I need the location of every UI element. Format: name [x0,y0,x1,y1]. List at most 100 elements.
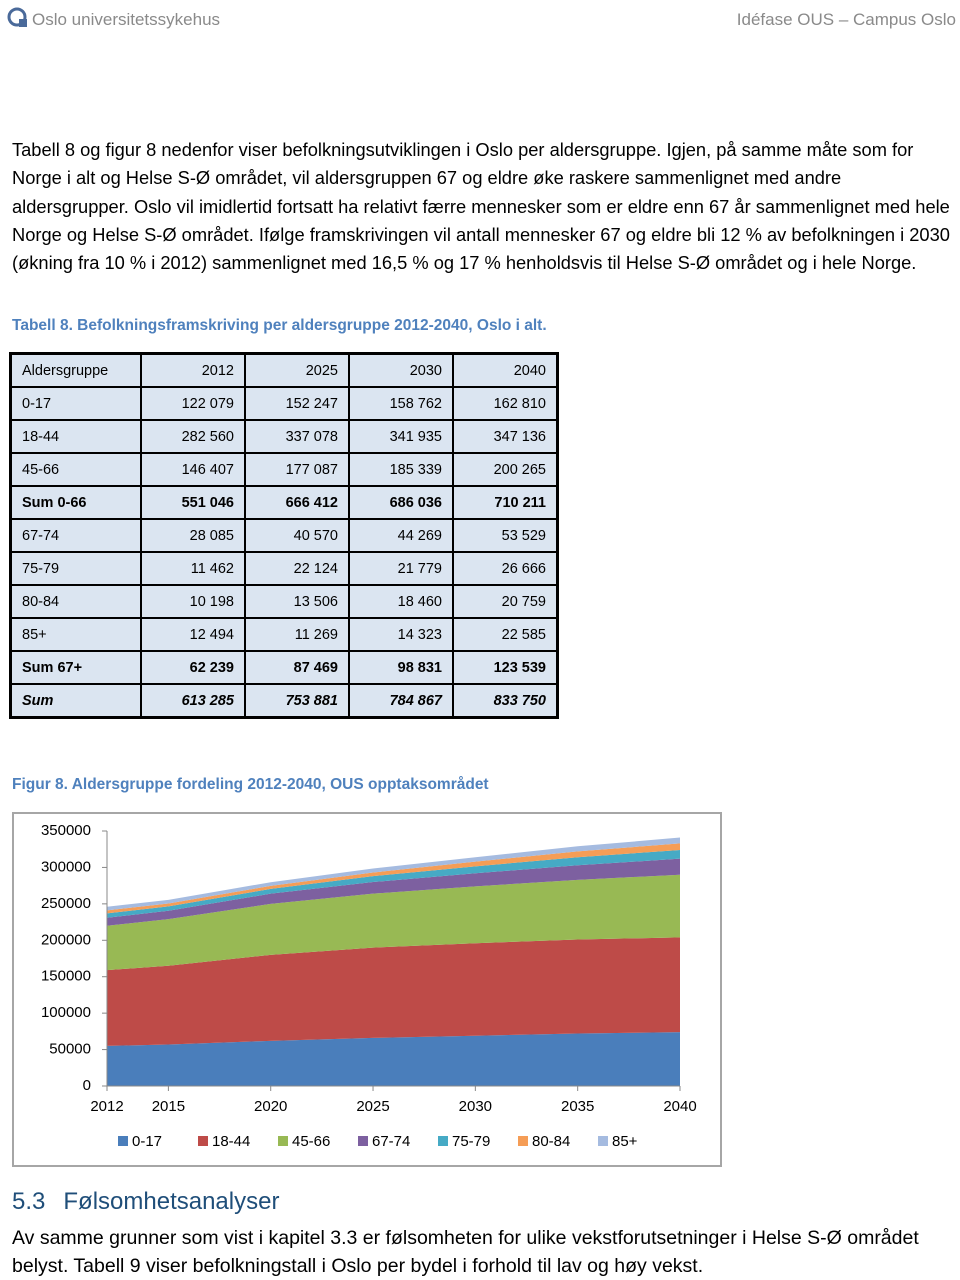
area [107,843,680,914]
section-title: Følsomhetsanalyser [63,1188,280,1215]
table-cell: 62 239 [140,650,246,685]
header-left: Oslo universitetssykehus [32,10,221,29]
y-tick-label: 350000 [41,822,91,839]
table-cell: 28 085 [140,518,246,553]
table-cell: 11 269 [244,617,350,652]
table-cell: 833 750 [452,683,559,719]
legend-swatch [278,1136,288,1146]
table-cell: 753 881 [244,683,350,719]
table-cell: 11 462 [140,551,246,586]
table-cell: 0-17 [9,386,142,421]
table-cell: 13 506 [244,584,350,619]
table-cell: 21 779 [348,551,454,586]
area [107,858,680,926]
table-cell: 26 666 [452,551,559,586]
table-cell: 162 810 [452,386,559,421]
table-row: 85+ 12 494 11 269 14 323 22 585 [9,617,559,652]
legend-label: 85+ [612,1133,638,1150]
legend-label: 0-17 [132,1133,162,1150]
legend-swatch [198,1136,208,1146]
table-cell: 2040 [452,352,559,388]
table-cell: 341 935 [348,419,454,454]
table-cell: 158 762 [348,386,454,421]
table-cell: 613 285 [140,683,246,719]
table-cell: 22 585 [452,617,559,652]
legend-label: 18-44 [212,1133,250,1150]
paragraph: Tabell 8 og figur 8 nedenfor viser befol… [12,139,950,274]
table-row: 0-17 122 079 152 247 158 762 162 810 [9,386,559,421]
table-cell: 122 079 [140,386,246,421]
table-cell: Sum 67+ [9,650,142,685]
header-right: Idéfase OUS – Campus Oslo [736,10,956,29]
table-cell: 14 323 [348,617,454,652]
y-tick-label: 100000 [41,1004,91,1021]
table-row: 67-74 28 085 40 570 44 269 53 529 [9,518,559,553]
y-tick-label: 0 [83,1077,91,1094]
table-cell: Sum 0-66 [9,485,142,520]
logo [7,7,27,27]
table-row: 45-66 146 407 177 087 185 339 200 265 [9,452,559,487]
y-tick-label: 150000 [41,968,91,985]
x-tick-label: 2040 [663,1098,696,1115]
y-tick-label: 50000 [49,1041,91,1058]
table-row: 80-84 10 198 13 506 18 460 20 759 [9,584,559,619]
table-cell: 85+ [9,617,142,652]
table-cell: 282 560 [140,419,246,454]
area [107,849,680,918]
table-cell: 686 036 [348,485,454,520]
table-row: Aldersgruppe 2012 2025 2030 2040 [9,352,559,388]
table-row: 18-44 282 560 337 078 341 935 347 136 [9,419,559,454]
table-cell: 347 136 [452,419,559,454]
table-cell: 2030 [348,352,454,388]
table-cell: 44 269 [348,518,454,553]
table-cell: 551 046 [140,485,246,520]
table-cell: 337 078 [244,419,350,454]
table-cell: 20 759 [452,584,559,619]
table-row: Sum 613 285 753 881 784 867 833 750 [9,683,559,719]
table-cell: 45-66 [9,452,142,487]
table-cell: 18-44 [9,419,142,454]
table-cell: 2025 [244,352,350,388]
table-cell: 2012 [140,352,246,388]
section-heading: 5.3 Følsomhetsanalyser [12,1188,279,1216]
table-cell: 146 407 [140,452,246,487]
y-tick-label: 200000 [41,931,91,948]
x-tick-label: 2025 [356,1098,389,1115]
table-cell: 40 570 [244,518,350,553]
table-cell: 123 539 [452,650,559,685]
y-tick-label: 300000 [41,858,91,875]
chart-frame: 0 50000 100000 150000 200000 250000 300000 3500… [12,812,722,1167]
table-cell: 666 412 [244,485,350,520]
table-cell: 177 087 [244,452,350,487]
section-number: 5.3 [12,1188,46,1215]
legend-label: 45-66 [292,1133,330,1150]
area [107,837,680,911]
x-tick-label: 2020 [254,1098,287,1115]
area [107,874,680,971]
x-tick-label: 2012 [90,1098,123,1115]
table-row: Sum 67+ 62 239 87 469 98 831 123 539 [9,650,559,685]
legend-swatch [518,1136,528,1146]
table-cell: Sum [9,683,142,719]
table-cell: 98 831 [348,650,454,685]
table-cell: 87 469 [244,650,350,685]
table-cell: 710 211 [452,485,559,520]
table-cell: Aldersgruppe [9,352,142,388]
table-cell: 152 247 [244,386,350,421]
legend-swatch [438,1136,448,1146]
table-cell: 10 198 [140,584,246,619]
table-cell: 80-84 [9,584,142,619]
table: Aldersgruppe 2012 2025 2030 2040 0-17 122 079 1… [9,352,559,719]
legend-swatch [598,1136,608,1146]
table-cell: 784 867 [348,683,454,719]
x-tick-label: 2015 [152,1098,185,1115]
table-cell: 22 124 [244,551,350,586]
legend-swatch [118,1136,128,1146]
table-cell: 75-79 [9,551,142,586]
x-tick-label: 2035 [561,1098,594,1115]
table-caption: Tabell 8. Befolkningsframskriving per al… [12,317,547,334]
table-cell: 53 529 [452,518,559,553]
legend-label: 80-84 [532,1133,570,1150]
chart: 0 50000 100000 150000 200000 250000 300000 3500… [41,822,697,1150]
table-row: Sum 0-66 551 046 666 412 686 036 710 211 [9,485,559,520]
